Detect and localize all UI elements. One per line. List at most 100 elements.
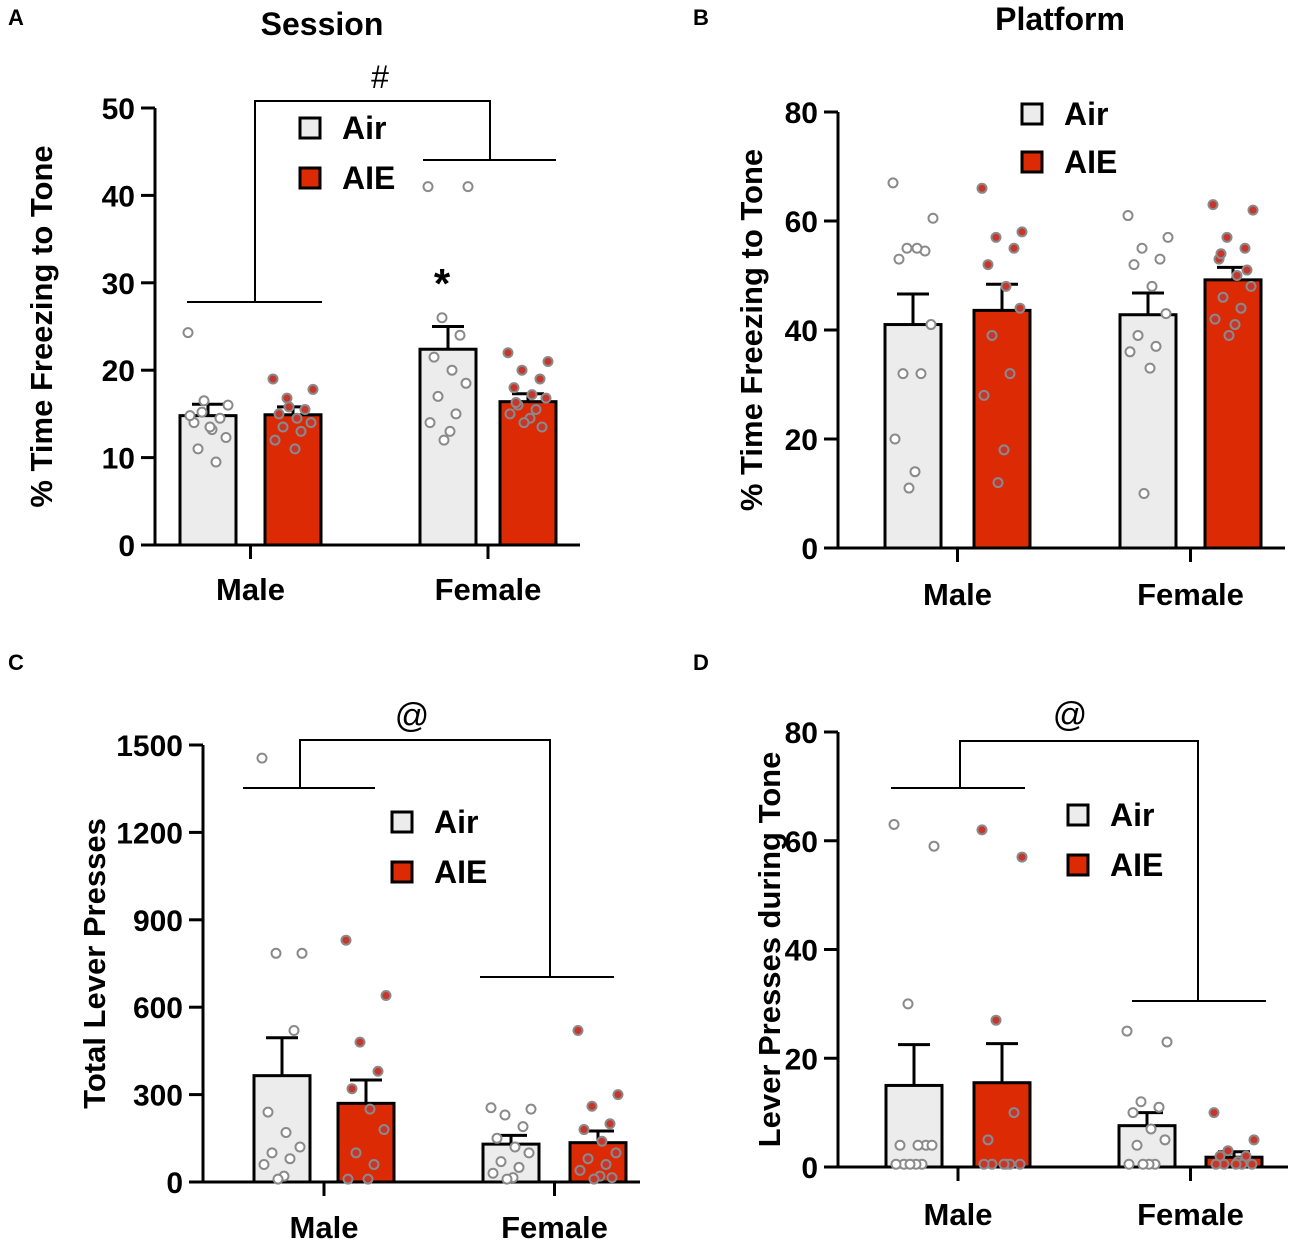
air-data-point [889,433,901,445]
x-tick-label: Male [216,572,285,607]
aie-data-point [1008,242,1020,254]
air-data-point [1145,1123,1157,1135]
aie-data-point [978,1158,990,1170]
air-data-point [894,1139,906,1151]
air-data-point [214,412,226,424]
aie-data-point [307,383,319,395]
air-data-point [1122,210,1134,222]
air-data-point [928,840,940,852]
aie-data-point [510,397,522,409]
aie-data-point [508,382,520,394]
air-data-point [491,1132,503,1144]
panel-label: D [693,650,709,675]
aie-bar-male [263,413,323,547]
legend-label-air: Air [1064,96,1108,132]
y-tick-label: 1200 [116,817,183,850]
air-data-point [462,181,474,193]
aie-data-point [534,373,546,385]
legend-label-air: Air [342,110,386,146]
air-data-point [523,1147,535,1159]
air-data-point [1137,1158,1149,1170]
air-data-point [1136,242,1148,254]
air-data-point [280,1126,292,1138]
air-data-point [887,177,899,189]
legend-swatch-air [1020,102,1044,126]
aie-data-point [596,1135,608,1147]
y-tick-label: 300 [133,1080,183,1113]
air-data-point [184,410,196,422]
air-data-point [1160,308,1172,320]
air-data-point [495,1156,507,1168]
air-data-point [258,1159,270,1171]
air-data-point [1144,362,1156,374]
air-data-point [294,1141,306,1153]
air-data-point [1161,1036,1173,1048]
aie-data-point [364,1103,376,1115]
y-axis-label: Total Lever Presses [77,818,112,1109]
panel-title: Platform [995,1,1125,37]
aie-data-point [1004,368,1016,380]
air-data-point [436,312,448,324]
air-data-point [428,351,440,363]
main-effect-symbol: @ [1053,696,1088,734]
legend-label-aie: AIE [1110,847,1163,883]
y-tick-label: 40 [785,315,818,348]
aie-data-point [277,421,289,433]
aie-data-point [372,1065,384,1077]
aie-data-point [368,1159,380,1171]
legend-swatch-air [390,810,414,834]
aie-data-point [504,408,516,420]
interaction-symbol: # [371,59,389,95]
air-data-point [204,421,216,433]
air-data-point [485,1102,497,1114]
panel-d: D Lever Presses during Tone 0 20 40 60 80 Male F… [693,650,1288,1232]
aie-data-point [998,444,1010,456]
air-data-point [460,377,472,389]
aie-data-point [572,1025,584,1037]
air-data-point [1159,1134,1171,1146]
air-data-point [182,327,194,339]
y-tick-label: 600 [133,992,183,1025]
air-data-point [284,1153,296,1165]
aie-data-point [516,364,528,376]
aie-bar-male [972,1081,1032,1169]
y-tick-label: 40 [102,180,135,213]
aie-data-point [1246,1158,1258,1170]
aie-data-point [1222,1145,1234,1157]
air-data-point [220,431,232,443]
aie-data-point [1208,1107,1220,1119]
aie-data-point [1241,264,1253,276]
x-tick-label: Male [290,1210,359,1245]
y-tick-label: 20 [102,355,135,388]
aie-data-point [342,1173,354,1185]
air-data-point [926,1139,938,1151]
aie-data-point [976,824,988,836]
air-data-point [424,417,436,429]
air-data-point [198,395,210,407]
aie-data-point [612,1089,624,1101]
aie-data-point [1247,204,1259,216]
air-data-point [1153,1101,1165,1113]
air-data-point [509,1141,521,1153]
aie-data-point [267,373,279,385]
y-tick-label: 0 [801,533,818,566]
aie-data-point [380,990,392,1002]
air-data-point [288,1025,300,1037]
air-data-point [256,752,268,764]
aie-data-point [526,389,538,401]
air-data-point [925,319,937,331]
aie-data-point [518,417,530,429]
posthoc-asterisk: * [434,260,451,307]
air-data-point [927,212,939,224]
legend-swatch-aie [1020,150,1044,174]
aie-data-point [574,1164,586,1176]
aie-data-point [273,408,285,420]
air-data-point [897,368,909,380]
aie-data-point [299,404,311,416]
aie-data-point [340,934,352,946]
legend-label-aie: AIE [1064,144,1117,180]
air-data-point [450,408,462,420]
aie-data-point [1000,280,1012,292]
x-tick-label: Female [435,572,542,607]
aie-data-point [1231,270,1243,281]
